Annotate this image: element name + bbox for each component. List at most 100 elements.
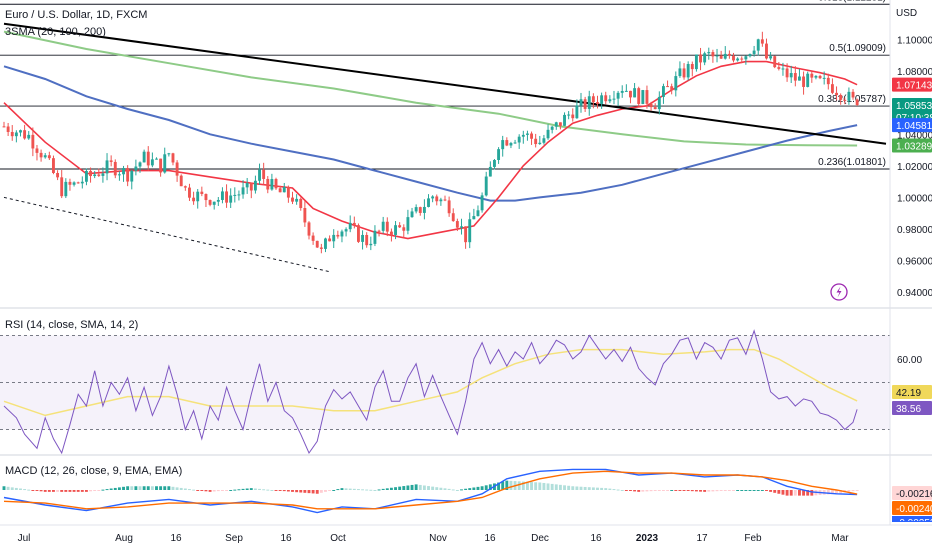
macd-histogram-bar: [484, 485, 488, 490]
price-tick-label: 1.00000: [897, 193, 932, 204]
price-value-tag: 1.05853: [896, 101, 932, 112]
candle-body: [328, 238, 332, 242]
macd-histogram-bar: [270, 490, 274, 491]
candle-body: [385, 221, 389, 232]
macd-histogram-bar: [472, 487, 476, 490]
candle-body: [113, 161, 117, 176]
candle-body: [765, 43, 768, 59]
candle-body: [414, 207, 418, 212]
macd-histogram-bar: [377, 489, 381, 491]
macd-histogram-bar: [130, 486, 134, 490]
lightning-icon[interactable]: [830, 283, 848, 301]
macd-histogram-bar: [93, 490, 97, 491]
macd-histogram-bar: [460, 489, 463, 491]
macd-histogram-bar: [155, 486, 158, 490]
candle-body: [534, 138, 538, 145]
macd-histogram-bar: [179, 487, 183, 490]
macd-histogram-bar: [332, 490, 336, 491]
candle-body: [324, 238, 327, 249]
macd-histogram-bar: [707, 490, 711, 492]
macd-histogram-bar: [142, 486, 146, 490]
macd-histogram-bar: [113, 487, 117, 490]
macd-histogram-bar: [505, 480, 509, 490]
macd-histogram-bar: [765, 490, 768, 491]
macd-histogram-bar: [427, 486, 430, 490]
macd-histogram-bar: [344, 488, 348, 490]
candle-body: [567, 114, 571, 116]
candle-body: [715, 55, 719, 57]
macd-histogram-bar: [233, 489, 237, 491]
macd-histogram-bar: [299, 490, 303, 493]
macd-histogram-bar: [402, 486, 406, 490]
macd-histogram-bar: [464, 488, 468, 490]
candle-body: [690, 64, 694, 70]
price-tick-label: 1.10000: [897, 35, 932, 46]
macd-histogram-bar: [740, 490, 744, 491]
candle-body: [146, 151, 150, 166]
macd-histogram-bar: [534, 482, 538, 490]
candle-body: [155, 158, 158, 160]
candle-body: [538, 142, 542, 145]
macd-histogram-bar: [435, 487, 439, 490]
time-tick-label: 17: [696, 533, 708, 544]
macd-histogram-bar: [810, 490, 814, 496]
candle-body: [262, 169, 266, 179]
macd-line-value-tag-bg: [892, 516, 932, 522]
candle-body: [443, 199, 447, 201]
candle-body: [455, 221, 459, 228]
candle-body: [278, 188, 282, 193]
macd-histogram-bar: [830, 490, 834, 495]
macd-histogram-bar: [274, 490, 278, 491]
macd-histogram-bar: [167, 486, 171, 490]
candle-body: [216, 199, 220, 202]
candle-body: [225, 191, 229, 203]
candle-body: [299, 198, 303, 209]
fib-level-label: 0.236(1.01801): [818, 157, 886, 168]
rsi-tick-label: 60.00: [897, 355, 922, 366]
candle-body: [80, 181, 84, 184]
macd-histogram-bar: [690, 490, 694, 492]
candle-body: [208, 200, 212, 205]
macd-histogram-bar: [369, 489, 373, 491]
candle-body: [513, 142, 517, 144]
time-tick-label: Jul: [18, 533, 31, 544]
macd-value-tag: -0.00216: [896, 489, 932, 500]
macd-histogram-bar: [756, 490, 760, 491]
macd-histogram-bar: [89, 490, 92, 492]
macd-histogram-bar: [760, 490, 764, 491]
macd-histogram-bar: [101, 489, 105, 491]
candle-body: [291, 197, 294, 202]
rsi-indicator-label[interactable]: RSI (14, close, SMA, 14, 2): [5, 319, 138, 331]
macd-histogram-bar: [237, 489, 241, 491]
candle-body: [670, 86, 674, 91]
candle-body: [505, 140, 509, 146]
candle-body: [394, 225, 397, 235]
macd-histogram-bar: [431, 486, 435, 490]
macd-histogram-bar: [567, 485, 571, 490]
candle-body: [604, 95, 608, 102]
time-tick-label: 2023: [636, 533, 659, 544]
candle-body: [109, 160, 113, 162]
macd-histogram-bar: [258, 488, 261, 490]
candle-body: [241, 187, 245, 195]
candle-body: [694, 54, 698, 70]
rsi-ma-value-tag-bg: [892, 385, 932, 399]
macd-histogram-bar: [262, 489, 266, 491]
candle-body: [159, 158, 163, 173]
candle-body: [843, 99, 847, 101]
macd-histogram-bar: [723, 490, 727, 491]
candle-body: [760, 39, 764, 44]
price-value-tag: 1.04581: [896, 121, 932, 132]
candle-body: [707, 52, 711, 54]
candle-body: [72, 182, 76, 185]
candle-body: [830, 84, 834, 93]
symbol-title[interactable]: Euro / U.S. Dollar, 1D, FXCM: [5, 9, 147, 21]
candle-body: [645, 90, 649, 104]
macd-histogram-bar: [736, 490, 740, 491]
candle-body: [789, 73, 793, 78]
sma-indicator-label[interactable]: 3SMA (20, 100, 200): [5, 26, 106, 38]
candle-body: [175, 162, 179, 176]
macd-histogram-bar: [315, 490, 319, 494]
candle-body: [204, 194, 208, 201]
macd-indicator-label[interactable]: MACD (12, 26, close, 9, EMA, EMA): [5, 465, 182, 477]
